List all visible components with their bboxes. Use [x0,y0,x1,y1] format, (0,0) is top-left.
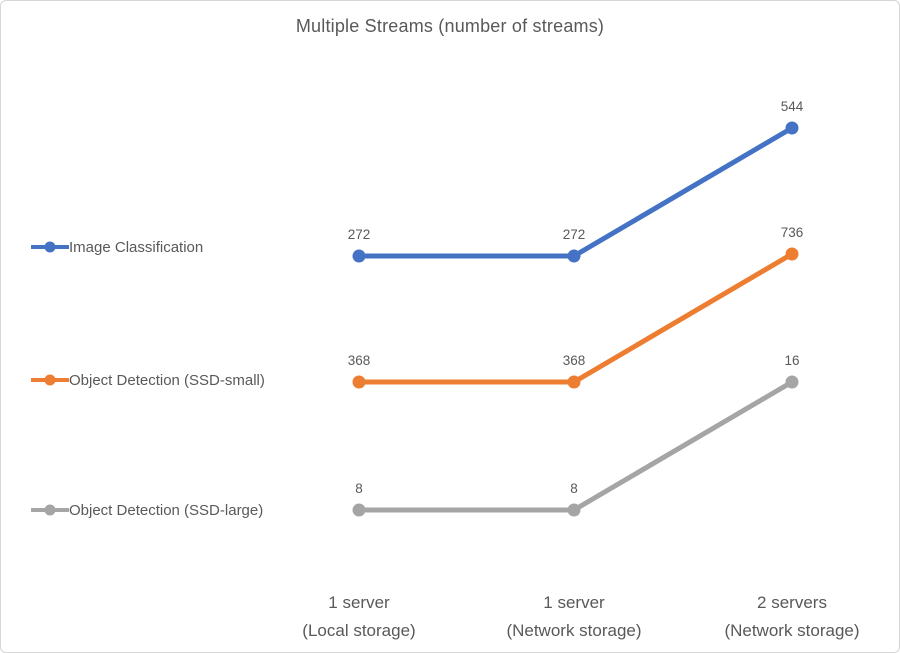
data-point [785,121,799,135]
data-point [567,375,581,389]
data-point [567,503,581,517]
data-point [785,375,799,389]
data-point [352,503,366,517]
chart-title: Multiple Streams (number of streams) [295,16,605,36]
data-label: 8 [355,481,363,496]
data-point [352,375,366,389]
legend-item: Object Detection (SSD-large) [31,500,263,520]
data-label: 8 [570,481,578,496]
data-point [567,249,581,263]
legend-marker-icon [31,241,69,253]
x-axis-label: 1 server (Network storage) [506,593,642,640]
legend-marker-icon [31,374,69,386]
legend-label: Image Classification [69,238,204,256]
data-point [785,247,799,261]
data-label: 368 [563,353,586,368]
legend-item: Image Classification [31,237,203,257]
x-axis-label: 2 servers (Network storage) [724,593,860,640]
legend-label: Object Detection (SSD-small) [69,371,265,389]
legend-label: Object Detection (SSD-large) [69,501,264,519]
data-label: 272 [348,227,371,242]
data-label: 544 [781,99,804,114]
data-label: 272 [563,227,586,242]
data-label: 368 [348,353,371,368]
x-axis-label: 1 server (Local storage) [302,593,416,640]
data-point [352,249,366,263]
data-label: 16 [784,353,799,368]
legend-item: Object Detection (SSD-small) [31,370,265,390]
data-label: 736 [781,225,804,240]
legend-marker-icon [31,504,69,516]
